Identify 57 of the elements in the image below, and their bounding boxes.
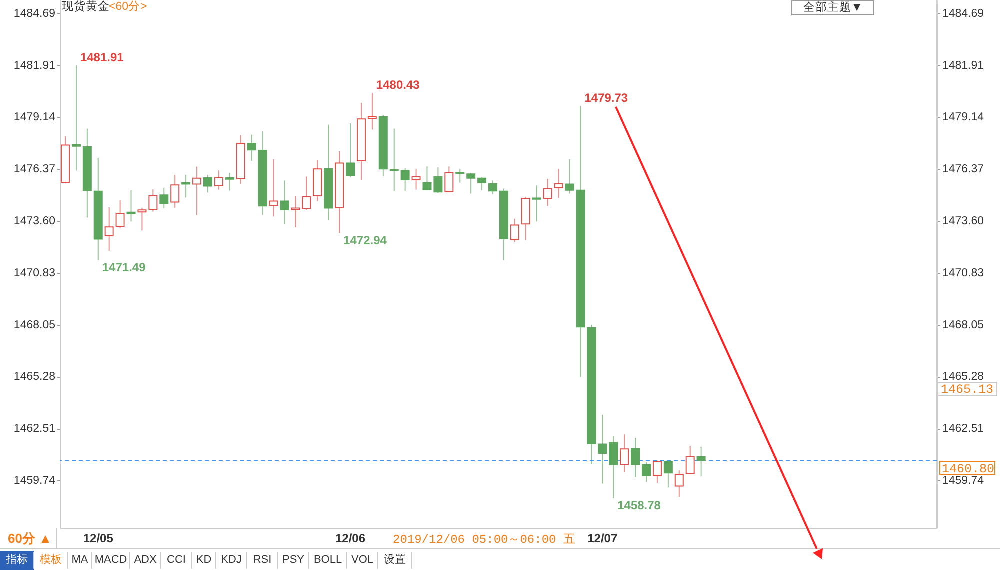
candlestick — [291, 196, 300, 228]
text: 设置 — [384, 554, 406, 566]
y2-tick-label: 1470.83 — [942, 267, 984, 280]
annotation: 1472.94 — [344, 233, 388, 248]
text: VOL — [351, 554, 374, 566]
text: KD — [196, 554, 212, 566]
y2-tick-label: 1476.37 — [942, 164, 984, 176]
annotation: 1471.49 — [102, 260, 146, 274]
text: CCI — [167, 554, 186, 566]
y-tick-label: 1473.60 — [14, 215, 56, 228]
candlestick — [126, 190, 136, 222]
y-tick-label: 1476.37 — [14, 164, 56, 176]
text: 2019/12/06 05:00～06:00 五 — [393, 533, 576, 547]
chart-subtitle: <60分> — [109, 0, 148, 13]
y-tick-label: 1479.14 — [14, 112, 56, 124]
y2-tick-label: 1465.28 — [942, 371, 984, 384]
y2-tick-label: 1468.05 — [942, 319, 984, 332]
annotation: 1458.78 — [618, 498, 662, 512]
annotation: 1480.43 — [376, 78, 420, 92]
annotation: 1481.91 — [80, 50, 124, 64]
candlestick — [532, 186, 542, 222]
text: 指标 — [5, 554, 28, 566]
y-tick-label: 1470.83 — [14, 267, 56, 280]
text: RSI — [253, 554, 272, 566]
text: ADX — [134, 554, 158, 566]
candlestick — [269, 159, 278, 217]
y-tick-label: 1468.05 — [14, 319, 56, 332]
chart-title: 现货黄金 — [62, 0, 110, 13]
y2-tick-label: 1462.51 — [942, 423, 984, 436]
text: KDJ — [221, 554, 242, 566]
y-tick-label: 1462.51 — [14, 423, 56, 436]
x-tick-label: 12/05 — [83, 532, 114, 546]
text: 1465.13 — [941, 383, 994, 398]
x-tick-label: 12/06 — [335, 532, 366, 546]
y-tick-label: 1481.91 — [14, 60, 56, 72]
y-tick-label: 1459.74 — [14, 474, 56, 487]
candlestick — [72, 65, 81, 171]
y2-tick-label: 1473.60 — [942, 215, 984, 228]
x-tick-label: 12/07 — [588, 532, 618, 546]
y2-tick-label: 1481.91 — [942, 60, 984, 72]
ref-line-label: 1460.80 — [942, 462, 995, 477]
text: 60分 ▲ — [8, 531, 52, 546]
candlestick — [182, 175, 191, 198]
annotation: 全部主题▼ — [803, 0, 863, 14]
text: MA — [72, 554, 89, 566]
y2-tick-label: 1484.69 — [942, 8, 984, 20]
candlestick — [368, 93, 377, 130]
annotation: 1479.73 — [584, 91, 628, 106]
text: 模板 — [40, 554, 62, 566]
text: PSY — [282, 554, 306, 566]
y2-tick-label: 1479.14 — [942, 112, 985, 124]
text: BOLL — [314, 554, 342, 566]
y-tick-label: 1484.69 — [14, 8, 56, 20]
candlestick — [390, 128, 399, 192]
y-tick-label: 1465.28 — [14, 371, 56, 384]
text: MACD — [94, 554, 128, 566]
y2-tick-label: 1459.74 — [942, 474, 985, 487]
